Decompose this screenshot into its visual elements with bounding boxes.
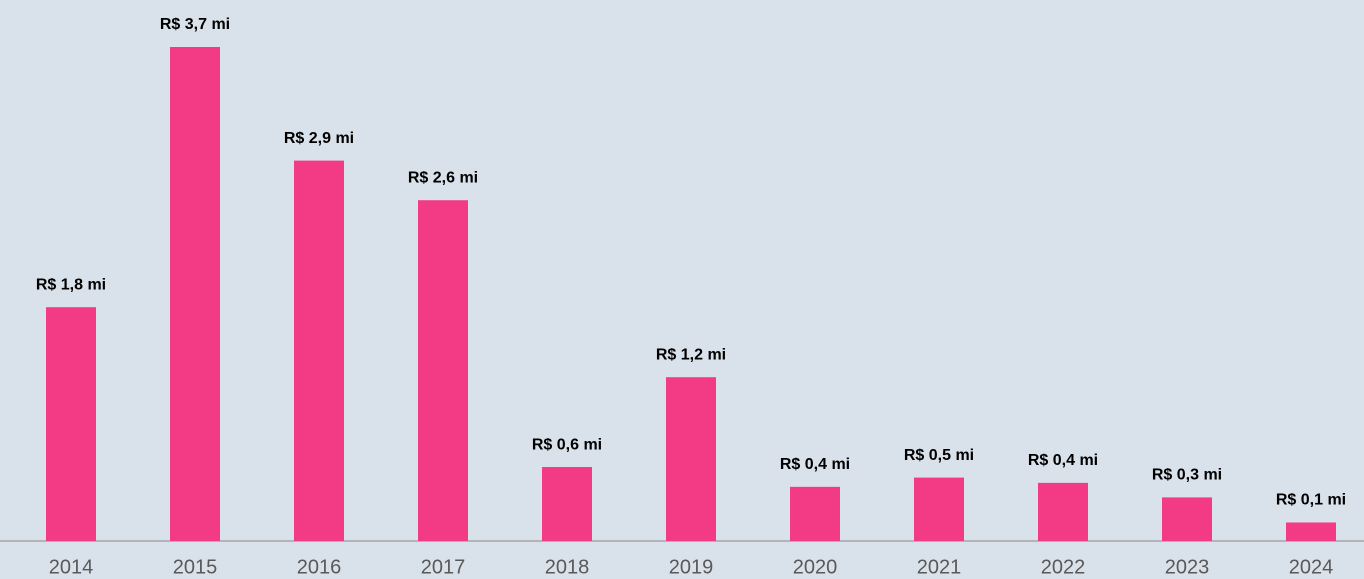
x-tick-label: 2021	[917, 556, 962, 578]
value-label: R$ 0,1 mi	[1276, 492, 1346, 509]
value-label: R$ 0,5 mi	[904, 447, 974, 464]
bar	[1286, 522, 1336, 541]
value-label: R$ 0,3 mi	[1152, 467, 1222, 484]
bar	[170, 47, 220, 541]
value-label: R$ 2,9 mi	[284, 130, 354, 147]
x-tick-label: 2024	[1289, 556, 1334, 578]
bar	[46, 307, 96, 541]
x-tick-label: 2019	[669, 556, 714, 578]
bar	[294, 160, 344, 542]
bar	[418, 200, 468, 542]
bar	[914, 477, 964, 541]
value-label: R$ 1,8 mi	[36, 276, 106, 293]
x-tick-label: 2018	[545, 556, 590, 578]
bar	[666, 377, 716, 541]
bar	[790, 486, 840, 541]
bar	[542, 467, 592, 541]
bar	[1038, 482, 1088, 541]
x-tick-label: 2022	[1041, 556, 1086, 578]
value-label: R$ 3,7 mi	[160, 16, 230, 33]
x-tick-label: 2020	[793, 556, 838, 578]
x-tick-label: 2015	[173, 556, 218, 578]
bar	[1162, 497, 1212, 541]
value-label: R$ 0,4 mi	[780, 456, 850, 473]
x-tick-label: 2014	[49, 556, 94, 578]
value-label: R$ 0,4 mi	[1028, 452, 1098, 469]
value-label: R$ 1,2 mi	[656, 346, 726, 363]
x-tick-label: 2017	[421, 556, 466, 578]
x-tick-label: 2016	[297, 556, 342, 578]
x-tick-label: 2023	[1165, 556, 1210, 578]
value-label: R$ 2,6 mi	[408, 169, 478, 186]
value-label: R$ 0,6 mi	[532, 436, 602, 453]
